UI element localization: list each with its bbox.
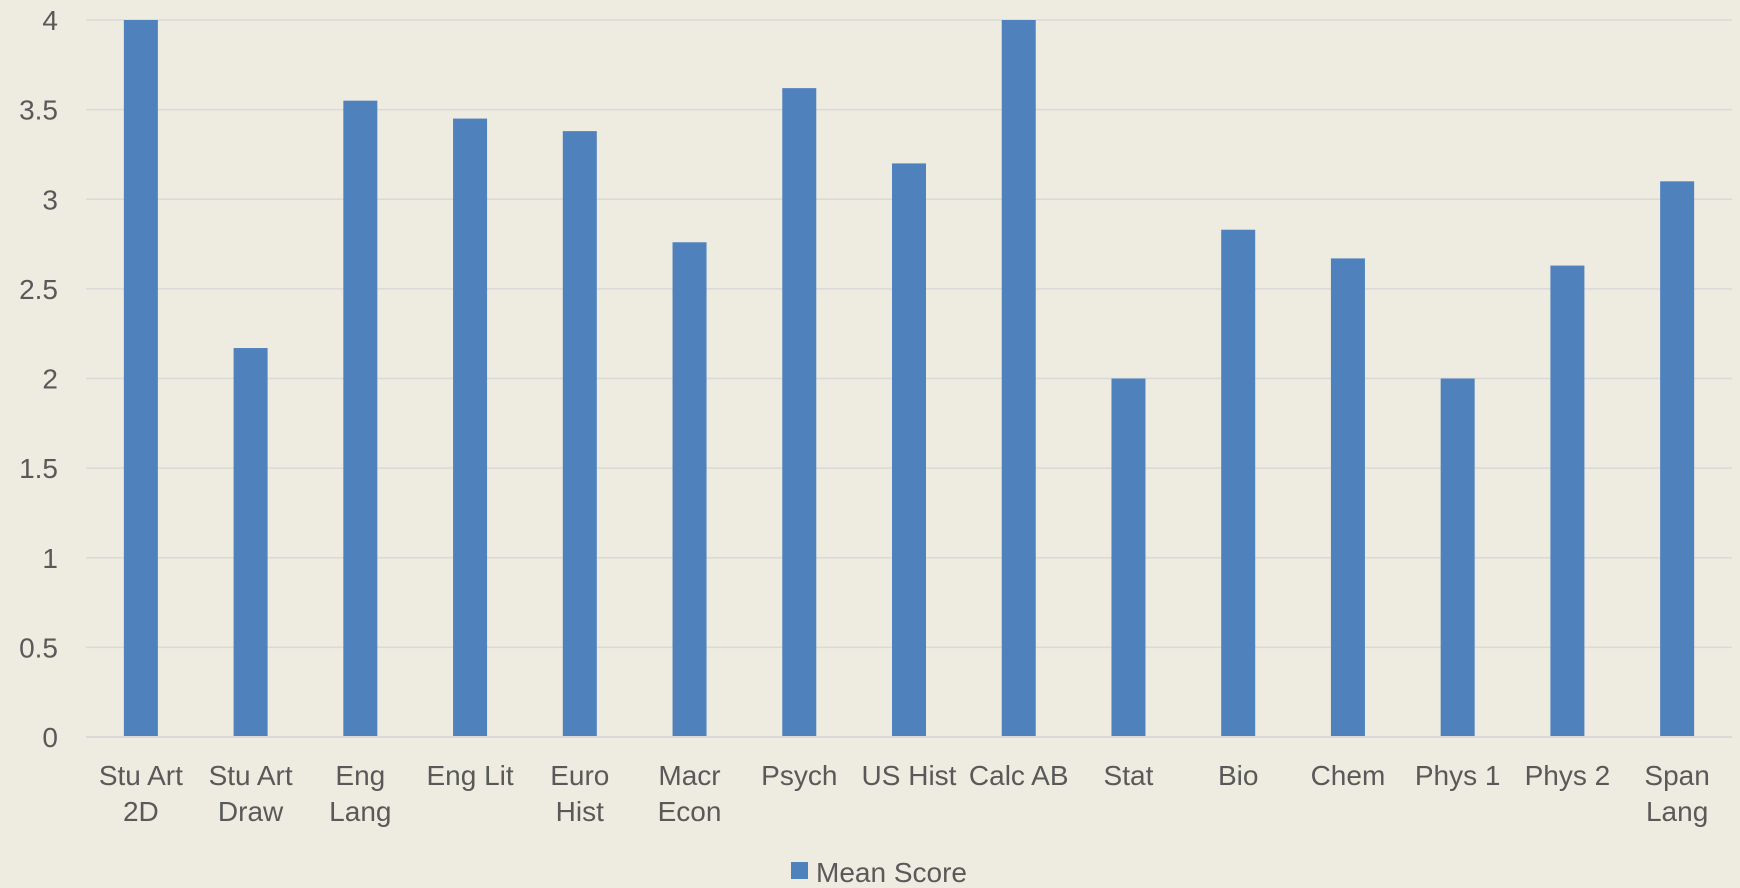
- x-category-label: Span Lang: [1644, 760, 1709, 827]
- x-category-label: Euro Hist: [550, 760, 609, 827]
- bar: [1660, 181, 1695, 737]
- bar: [343, 100, 378, 738]
- bar: [1330, 258, 1365, 737]
- bar: [1550, 265, 1585, 737]
- bar: [1001, 20, 1036, 737]
- bar: [123, 20, 158, 737]
- bar: [233, 348, 268, 737]
- y-tick-label: 1: [42, 543, 58, 574]
- x-category-label: Calc AB: [969, 760, 1069, 791]
- y-tick-label: 0: [42, 722, 58, 753]
- x-category-label: Phys 2: [1525, 760, 1611, 791]
- x-category-label: Bio: [1218, 760, 1258, 791]
- bar: [562, 131, 597, 737]
- y-tick-label: 2.5: [19, 274, 58, 305]
- bar: [892, 163, 926, 737]
- bar: [1221, 229, 1256, 737]
- y-axis-tick-labels: 0 0.5 1 1.5 2 2.5 3 3.5 4: [19, 5, 58, 753]
- x-category-label: US Hist: [862, 760, 957, 791]
- y-tick-label: 3: [42, 184, 58, 215]
- bars: [123, 20, 1695, 738]
- bar: [1111, 378, 1146, 737]
- legend: Mean Score: [791, 857, 967, 888]
- x-category-label: Macr Econ: [658, 760, 722, 827]
- y-tick-label: 0.5: [19, 632, 58, 663]
- x-category-label: Stu Art Draw: [209, 760, 293, 827]
- legend-label-mean-score: Mean Score: [816, 857, 967, 888]
- x-category-label: Eng Lang: [329, 760, 391, 827]
- bar: [453, 118, 488, 737]
- x-category-label: Eng Lit: [426, 760, 513, 791]
- bar: [672, 242, 707, 737]
- x-axis-category-labels: Stu Art 2D Stu Art Draw Eng Lang Eng Lit Euro Hi…: [99, 760, 1710, 827]
- legend-swatch-mean-score: [791, 862, 808, 879]
- y-tick-label: 4: [42, 5, 58, 36]
- x-category-label: Chem: [1311, 760, 1386, 791]
- bar: [782, 88, 817, 738]
- y-tick-label: 2: [42, 364, 58, 395]
- y-tick-label: 3.5: [19, 95, 58, 126]
- x-category-label: Phys 1: [1415, 760, 1501, 791]
- x-category-label: Stu Art 2D: [99, 760, 183, 827]
- x-category-label: Stat: [1104, 760, 1154, 791]
- x-category-label: Psych: [761, 760, 837, 791]
- bar: [1440, 378, 1475, 737]
- y-tick-label: 1.5: [19, 453, 58, 484]
